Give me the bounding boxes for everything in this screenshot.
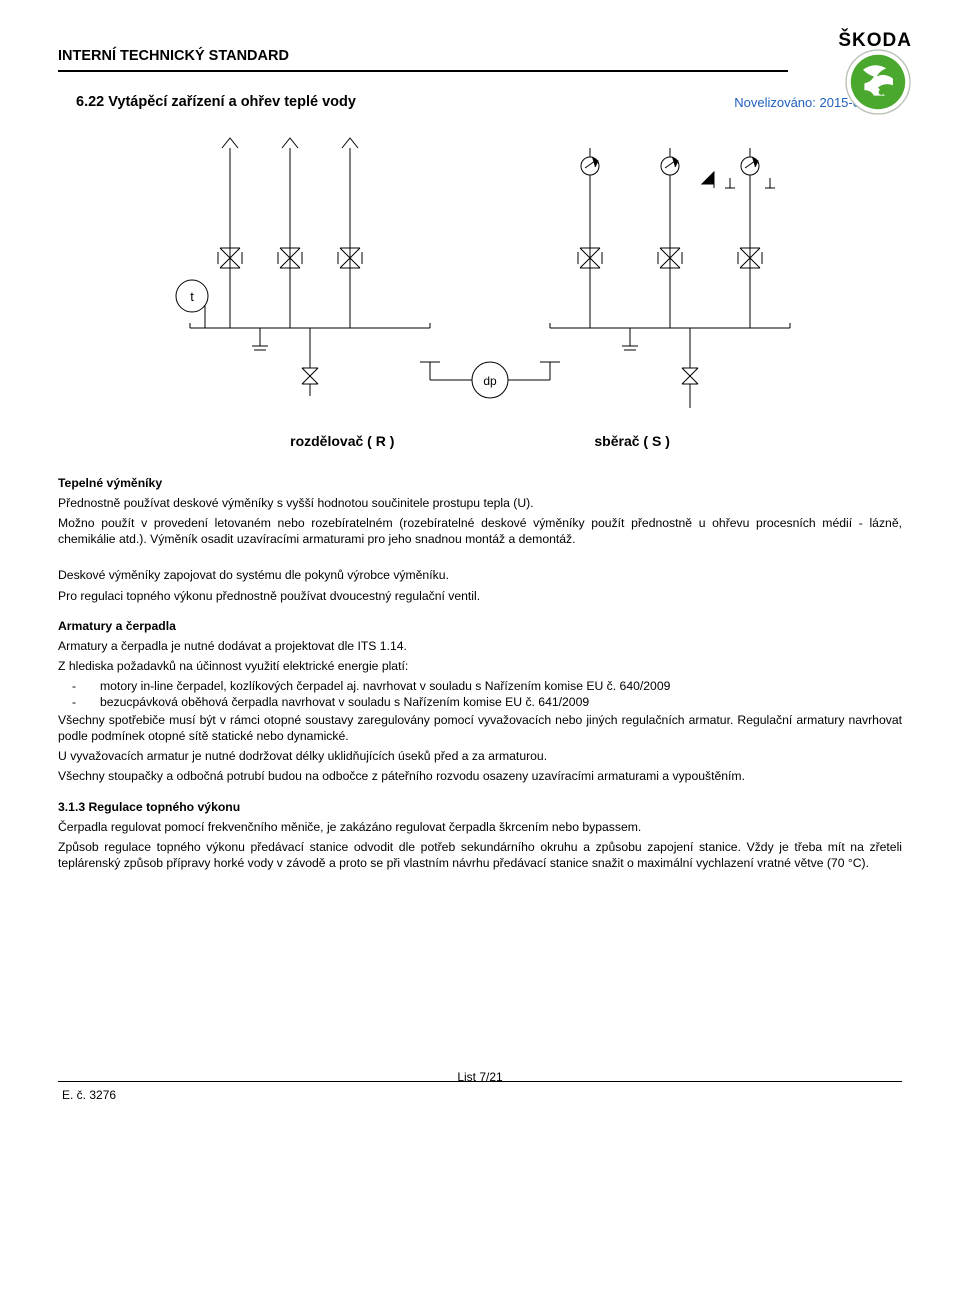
body-text: Všechny stoupačky a odbočná potrubí budo… [58,768,902,784]
body-text: U vyvažovacích armatur je nutné dodržova… [58,748,902,764]
diagram-t-label: t [190,289,194,304]
page-number: List 7/21 [58,1070,902,1084]
body-text: Přednostně používat deskové výměníky s v… [58,495,902,511]
body-text: Armatury a čerpadla je nutné dodávat a p… [58,638,902,654]
body-text: Způsob regulace topného výkonu předávací… [58,839,902,871]
piping-diagram: t dp [58,128,902,449]
diagram-dp-label: dp [483,374,497,388]
body-text: Všechny spotřebiče musí být v rámci otop… [58,712,902,744]
doc-reference: E. č. 3276 [62,1088,116,1102]
body-text: Čerpadla regulovat pomocí frekvenčního m… [58,819,902,835]
diagram-label-left: rozdělovač ( R ) [290,433,394,449]
body-text: Pro regulaci topného výkonu přednostně p… [58,588,902,604]
standard-title: INTERNÍ TECHNICKÝ STANDARD [58,48,289,64]
heat-exchangers-heading: Tepelné výměníky [58,475,902,491]
armatures-heading: Armatury a čerpadla [58,618,902,634]
header-divider [58,70,788,72]
diagram-label-right: sběrač ( S ) [594,433,669,449]
body-text: Deskové výměníky zapojovat do systému dl… [58,567,902,583]
list-item: bezucpávková oběhová čerpadla navrhovat … [100,694,902,710]
skoda-logo-icon [844,48,912,116]
regulation-heading: 3.1.3 Regulace topného výkonu [58,800,240,814]
body-text: Z hlediska požadavků na účinnost využití… [58,658,902,674]
list-item: motory in-line čerpadel, kozlíkových čer… [100,678,902,694]
section-title: 6.22 Vytápěcí zařízení a ohřev teplé vod… [76,94,356,110]
body-text: Možno použít v provedení letovaném nebo … [58,515,902,547]
